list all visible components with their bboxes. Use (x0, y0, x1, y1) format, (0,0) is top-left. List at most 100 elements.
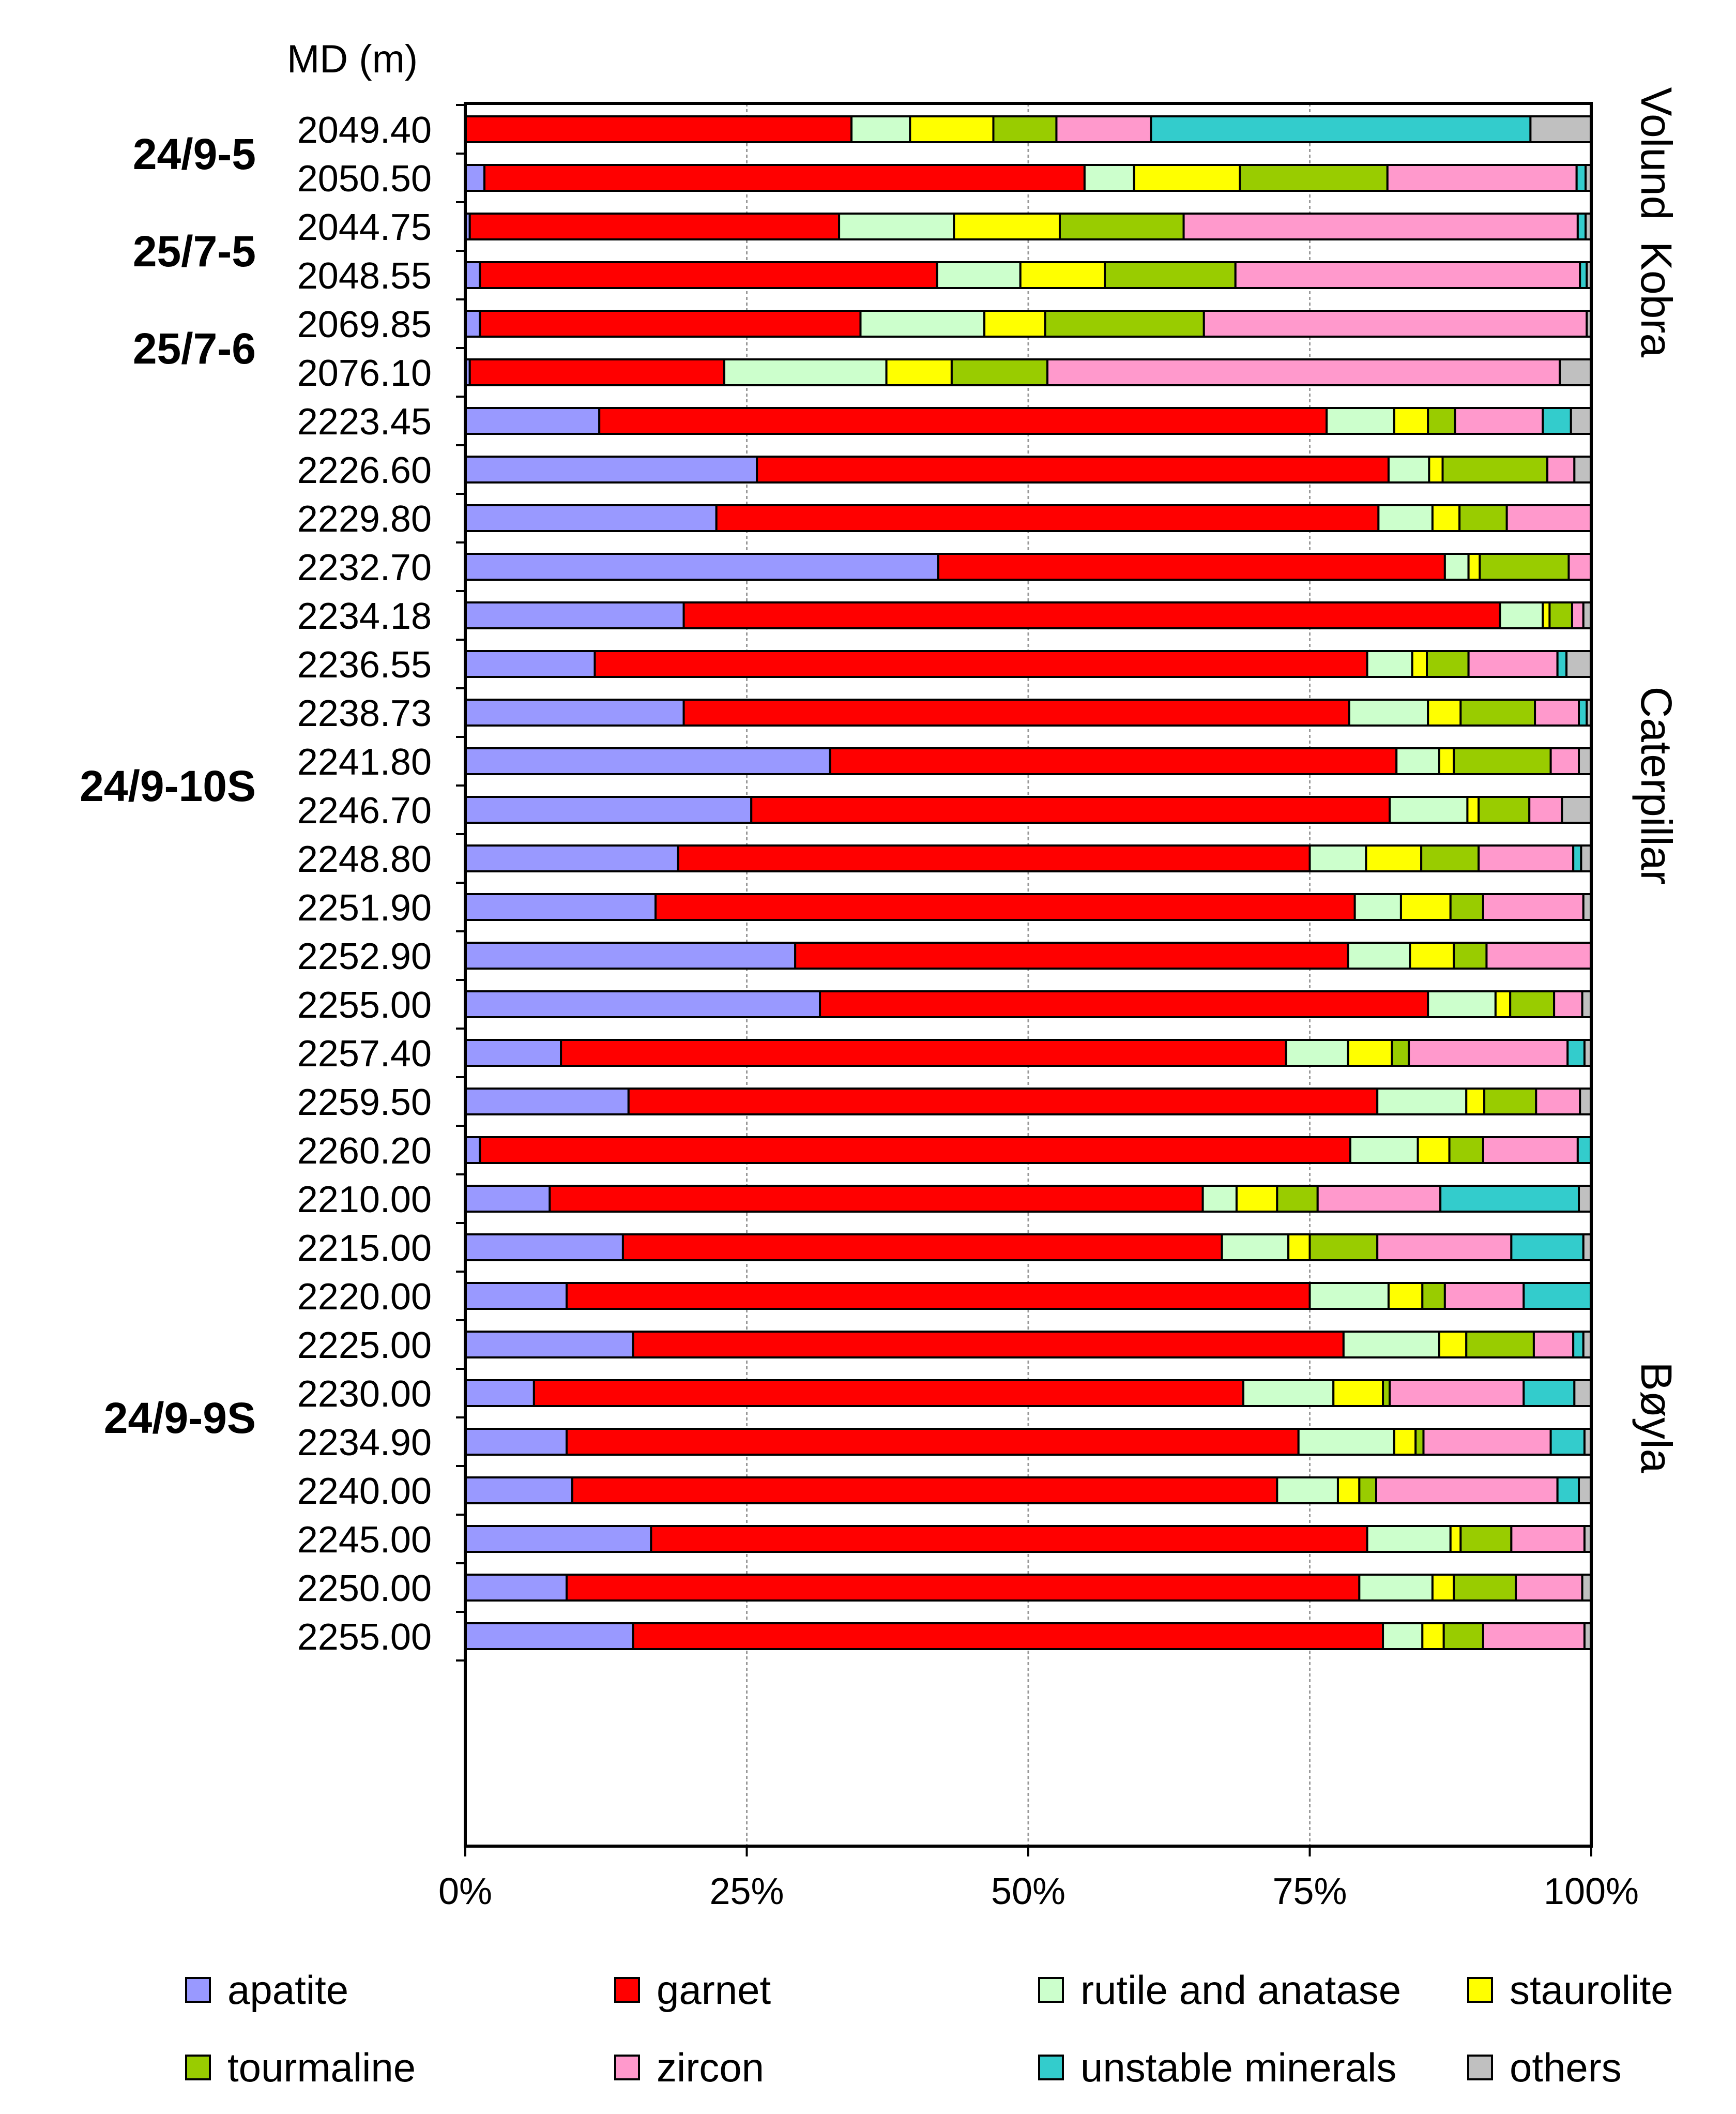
bar-segment-staurolite (983, 310, 1046, 338)
bar-segment-rutile-and-anatase (1349, 1136, 1419, 1164)
legend-swatch-others (1467, 2055, 1493, 2080)
bar-segment-staurolite (1287, 1233, 1311, 1261)
bar-segment-garnet (621, 1233, 1223, 1261)
bar-segment-tourmaline (1483, 1088, 1537, 1115)
bar-segment-tourmaline (1420, 844, 1480, 872)
bar-segment-staurolite (1411, 650, 1428, 678)
bar-segment-apatite (464, 650, 596, 678)
bar-segment-unstable-minerals (1572, 1331, 1585, 1358)
bar-segment-staurolite (1393, 1428, 1417, 1456)
bar-segment-tourmaline (1308, 1233, 1379, 1261)
bar-segment-unstable-minerals (1576, 213, 1587, 240)
bar-segment-zircon (1454, 407, 1544, 435)
bar-segment-staurolite (1449, 1525, 1462, 1553)
bar-segment-rutile-and-anatase (1308, 844, 1367, 872)
bar-segment-rutile-and-anatase (1308, 1282, 1390, 1310)
bar-segment-zircon (1046, 358, 1561, 386)
bar-segment-garnet (532, 1379, 1244, 1407)
bar-segment-staurolite (1387, 1282, 1424, 1310)
bar-segment-apatite (464, 942, 797, 970)
bar-segment-rutile-and-anatase (1342, 1331, 1440, 1358)
bar-segment-apatite (464, 1379, 535, 1407)
bar-segment-garnet (682, 699, 1350, 727)
bar-segment-tourmaline (1478, 796, 1531, 824)
bar-segment-apatite (464, 1622, 634, 1650)
bar-segment-tourmaline (1458, 504, 1508, 532)
bar-segment-rutile-and-anatase (1387, 456, 1430, 484)
bar-segment-garnet (566, 1428, 1300, 1456)
bar-segment-others (1565, 650, 1592, 678)
bar-segment-apatite (464, 1282, 568, 1310)
bar-segment-tourmaline (1509, 990, 1556, 1018)
bar-segment-staurolite (1431, 1574, 1455, 1602)
y-tick-label: 2076.10 (297, 353, 432, 394)
bar-segment-tourmaline (1465, 1331, 1535, 1358)
bar-segment-rutile-and-anatase (838, 213, 955, 240)
bar-segment-apatite (464, 1574, 568, 1602)
bar-segment-tourmaline (1453, 942, 1488, 970)
bar-segment-zircon (1485, 942, 1593, 970)
bar-segment-garnet (566, 1574, 1361, 1602)
bar-segment-tourmaline (1058, 213, 1185, 240)
y-tick-label: 2255.00 (297, 1617, 432, 1658)
bar-segment-garnet (598, 407, 1328, 435)
bar-segment-staurolite (1467, 553, 1481, 581)
bar-segment-rutile-and-anatase (723, 358, 888, 386)
bar-segment-staurolite (953, 213, 1061, 240)
bar-segment-unstable-minerals (1566, 1039, 1586, 1067)
bar-segment-unstable-minerals (1542, 407, 1572, 435)
bar-segment-zircon (1389, 1379, 1525, 1407)
bar-segment-apatite (464, 601, 685, 629)
bar-segment-unstable-minerals (1522, 1379, 1576, 1407)
bar-segment-rutile-and-anatase (1443, 553, 1470, 581)
bar-segment-zircon (1567, 553, 1592, 581)
bar-segment-garnet (794, 942, 1349, 970)
bar-segment-staurolite (909, 115, 995, 143)
bar-segment-zircon (1386, 164, 1578, 192)
bar-segment-others (1579, 1088, 1592, 1115)
bar-segment-apatite (464, 990, 821, 1018)
bar-segment-apatite (464, 796, 753, 824)
legend: apatite garnet rutile and anatase staurolit… (185, 1967, 1673, 2090)
bar-segment-zircon (1534, 699, 1580, 727)
y-tick-label: 2225.00 (297, 1325, 432, 1366)
bar-segment-apatite (464, 553, 939, 581)
legend-label: tourmaline (227, 2045, 416, 2090)
legend-label: garnet (657, 1967, 771, 2013)
bar-segment-garnet (819, 990, 1429, 1018)
bar-segment-apatite (464, 1039, 562, 1067)
bar-segment-zircon (1482, 893, 1585, 921)
bar-segment-zircon (1482, 1622, 1586, 1650)
bar-segment-apatite (464, 407, 601, 435)
y-tick-label: 2049.40 (297, 110, 432, 151)
well-label: 24/9-10S (80, 762, 256, 810)
bar-segment-apatite (464, 844, 679, 872)
bar-segment-unstable-minerals (1556, 1476, 1580, 1504)
bar-segment-apatite (464, 1136, 481, 1164)
bar-segment-rutile-and-anatase (1285, 1039, 1349, 1067)
bar-segment-staurolite (1399, 893, 1452, 921)
bar-segment-staurolite (1421, 1622, 1445, 1650)
well-label: 25/7-6 (133, 324, 256, 373)
bar-segment-garnet (650, 1525, 1368, 1553)
x-tick-label: 25% (709, 1871, 784, 1912)
y-tick-label: 2255.00 (297, 985, 432, 1026)
bar-segment-apatite (464, 747, 831, 775)
bar-segment-zircon (1443, 1282, 1525, 1310)
bar-segment-tourmaline (1421, 1282, 1446, 1310)
y-tick-label: 2226.60 (297, 450, 432, 491)
bar-segment-apatite (464, 456, 758, 484)
bar-segment-zircon (1546, 456, 1576, 484)
legend-label: staurolite (1510, 1967, 1673, 2013)
bar-segment-apatite (464, 1476, 573, 1504)
bar-segment-apatite (464, 1088, 630, 1115)
x-tick-label: 0% (438, 1871, 492, 1912)
y-tick-label: 2251.90 (297, 887, 432, 929)
bar-segment-tourmaline (950, 358, 1049, 386)
bar-segment-garnet (715, 504, 1380, 532)
legend-label: rutile and anatase (1080, 1967, 1401, 2013)
bar-segment-tourmaline (1459, 1525, 1513, 1553)
bar-segment-staurolite (1427, 699, 1462, 727)
bar-segment-zircon (1553, 990, 1583, 1018)
